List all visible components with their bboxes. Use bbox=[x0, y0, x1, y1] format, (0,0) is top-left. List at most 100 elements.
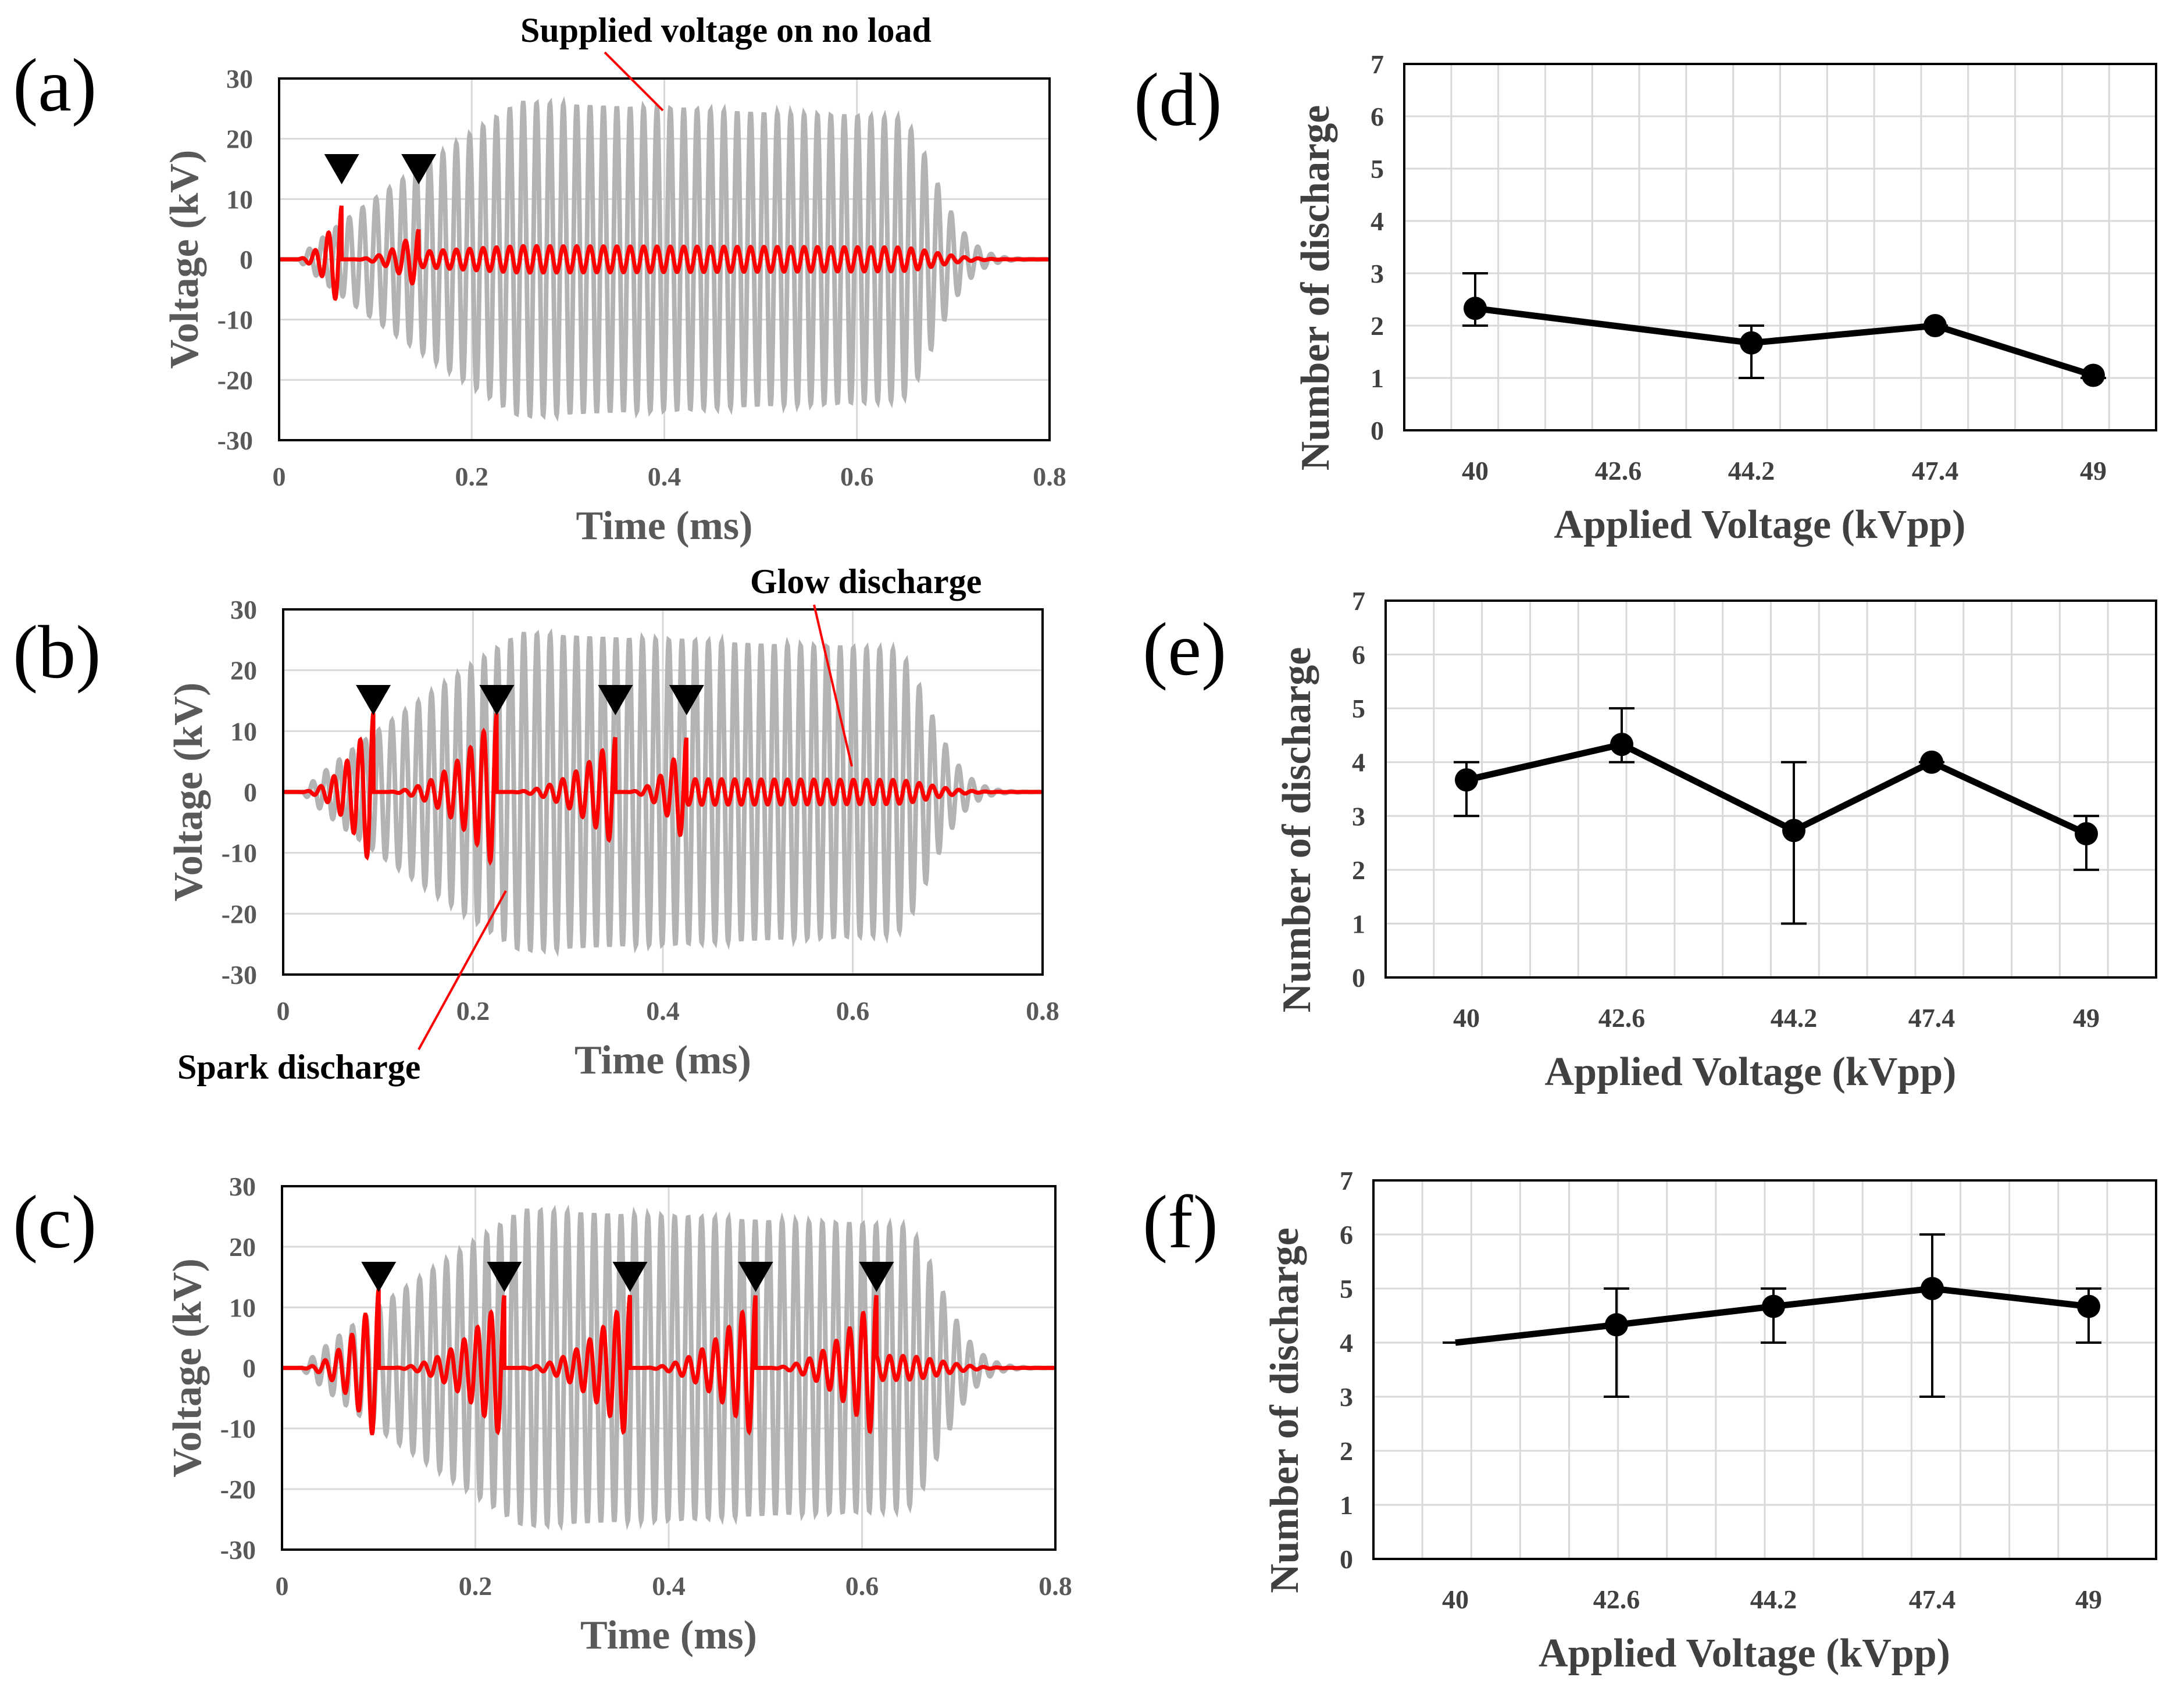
y-tick-label: -30 bbox=[222, 960, 257, 990]
panel-label: (c) bbox=[13, 1180, 97, 1264]
discharge-marker-icon bbox=[324, 154, 359, 184]
y-tick-label: 1 bbox=[1352, 909, 1365, 939]
y-tick-label: 1 bbox=[1371, 363, 1384, 393]
y-tick-label: 30 bbox=[229, 1172, 256, 1201]
panel-label: (e) bbox=[1143, 608, 1226, 691]
plot-frame bbox=[281, 1185, 1057, 1551]
y-tick-label: 0 bbox=[1340, 1544, 1353, 1574]
x-axis-title: Time (ms) bbox=[574, 1038, 751, 1083]
y-tick-label: 30 bbox=[230, 595, 257, 625]
x-tick-label: 0.8 bbox=[1026, 996, 1059, 1026]
y-tick-label: 0 bbox=[242, 1354, 256, 1383]
y-tick-label: 2 bbox=[1352, 855, 1365, 885]
chart-2: 0 0.2 0.4 0.6 0.8 30 20 10 0 -10 -20 -30 Time (ms) Vo… bbox=[13, 595, 1059, 1083]
data-point bbox=[1920, 750, 1943, 774]
x-tick-label: 40 bbox=[1442, 1585, 1469, 1614]
data-point bbox=[1740, 331, 1763, 355]
y-tick-label: 3 bbox=[1352, 801, 1365, 831]
x-tick-label: 0.6 bbox=[845, 1571, 879, 1601]
y-tick-label: 3 bbox=[1340, 1382, 1353, 1412]
y-tick-label: 7 bbox=[1352, 586, 1365, 616]
y-tick-label: 5 bbox=[1340, 1274, 1353, 1304]
y-tick-label: 7 bbox=[1340, 1166, 1353, 1196]
x-tick-label: 44.2 bbox=[1771, 1003, 1818, 1033]
y-tick-label: 6 bbox=[1371, 102, 1384, 131]
plot-frame bbox=[282, 608, 1044, 976]
data-point bbox=[1782, 819, 1805, 843]
discharge-marker-icon bbox=[361, 1262, 397, 1292]
y-tick-label: 20 bbox=[230, 656, 257, 686]
panel-label: (b) bbox=[13, 611, 101, 694]
data-point bbox=[2082, 363, 2105, 387]
x-tick-label: 0.6 bbox=[840, 462, 874, 491]
x-tick-label: 0 bbox=[276, 1571, 289, 1601]
chart-1: 0 0.2 0.4 0.6 0.8 30 20 10 0 -10 -20 -30 Time (ms) Vo… bbox=[13, 44, 1066, 548]
annotation-leader bbox=[604, 51, 664, 112]
data-point bbox=[1924, 314, 1947, 337]
x-axis-title: Time (ms) bbox=[580, 1613, 757, 1658]
y-tick-label: -20 bbox=[222, 899, 257, 929]
series-line bbox=[1475, 305, 2094, 379]
y-tick-label: 3 bbox=[1371, 259, 1384, 288]
x-tick-label: 0.8 bbox=[1039, 1571, 1072, 1601]
x-tick-label: 49 bbox=[2073, 1003, 2100, 1033]
x-tick-label: 0.4 bbox=[648, 462, 681, 491]
x-axis-title: Applied Voltage (kVpp) bbox=[1545, 1050, 1957, 1094]
x-tick-label: 0 bbox=[273, 462, 286, 491]
discharge-marker-icon bbox=[669, 685, 704, 715]
y-tick-label: 20 bbox=[229, 1232, 256, 1262]
x-tick-label: 0.4 bbox=[646, 996, 680, 1026]
y-tick-label: 30 bbox=[226, 64, 253, 94]
y-tick-label: 4 bbox=[1371, 206, 1384, 236]
chart-3: 0 0.2 0.4 0.6 0.8 30 20 10 0 -10 -20 -30 Time (ms) Vo… bbox=[13, 1172, 1072, 1658]
y-tick-label: 5 bbox=[1352, 694, 1365, 723]
x-tick-label: 0.4 bbox=[652, 1571, 686, 1601]
y-tick-label: 10 bbox=[229, 1293, 256, 1322]
y-tick-label: -20 bbox=[220, 1475, 256, 1504]
annotation-leader bbox=[813, 604, 853, 767]
x-tick-label: 40 bbox=[1462, 456, 1489, 486]
y-tick-label: 0 bbox=[1371, 416, 1384, 445]
y-tick-label: -30 bbox=[217, 426, 253, 455]
data-point bbox=[1921, 1277, 1944, 1300]
discharge-voltage-line bbox=[279, 205, 1050, 301]
y-tick-label: 7 bbox=[1371, 49, 1384, 79]
series-line bbox=[1465, 741, 2088, 837]
discharge-marker-icon bbox=[859, 1262, 894, 1292]
discharge-voltage-line bbox=[283, 712, 1043, 866]
y-axis-title: Voltage (kV) bbox=[162, 150, 207, 369]
annotation-supplied-voltage: Supplied voltage on no load bbox=[520, 11, 932, 49]
annotation-leader bbox=[417, 890, 507, 1050]
y-axis-title: Number of discharge bbox=[1293, 105, 1338, 471]
data-point bbox=[1455, 768, 1478, 792]
data-point bbox=[1610, 733, 1633, 756]
y-tick-label: 5 bbox=[1371, 154, 1384, 184]
y-tick-label: 4 bbox=[1352, 748, 1365, 777]
y-tick-label: 6 bbox=[1340, 1220, 1353, 1250]
x-axis-title: Time (ms) bbox=[576, 504, 753, 548]
y-tick-label: 2 bbox=[1371, 311, 1384, 341]
x-tick-label: 47.4 bbox=[1912, 456, 1959, 486]
panel-label: (f) bbox=[1143, 1180, 1218, 1264]
y-tick-label: -20 bbox=[217, 365, 253, 395]
y-tick-label: 10 bbox=[226, 184, 253, 214]
x-tick-label: 44.2 bbox=[1750, 1585, 1797, 1614]
y-axis-title: Voltage (kV) bbox=[166, 683, 211, 902]
chart-5: 40 42.6 44.2 47.4 49 0 1 2 3 4 5 6 7 Applied Voltage … bbox=[1143, 586, 2157, 1094]
discharge-voltage-line bbox=[282, 1289, 1055, 1436]
x-tick-label: 44.2 bbox=[1728, 456, 1775, 486]
discharge-marker-icon bbox=[598, 685, 633, 715]
discharge-marker-icon bbox=[356, 685, 391, 715]
plot-frame bbox=[1403, 63, 2157, 431]
x-axis-title: Applied Voltage (kVpp) bbox=[1539, 1631, 1950, 1676]
y-axis-title: Number of discharge bbox=[1262, 1227, 1307, 1593]
y-tick-label: 0 bbox=[1352, 963, 1365, 993]
y-tick-label: -10 bbox=[217, 305, 253, 335]
x-tick-label: 49 bbox=[2080, 456, 2107, 486]
x-tick-label: 49 bbox=[2075, 1585, 2102, 1614]
discharge-marker-icon bbox=[487, 1262, 522, 1292]
discharge-marker-icon bbox=[401, 154, 437, 184]
x-tick-label: 0.2 bbox=[459, 1571, 493, 1601]
y-tick-label: -10 bbox=[222, 838, 257, 868]
